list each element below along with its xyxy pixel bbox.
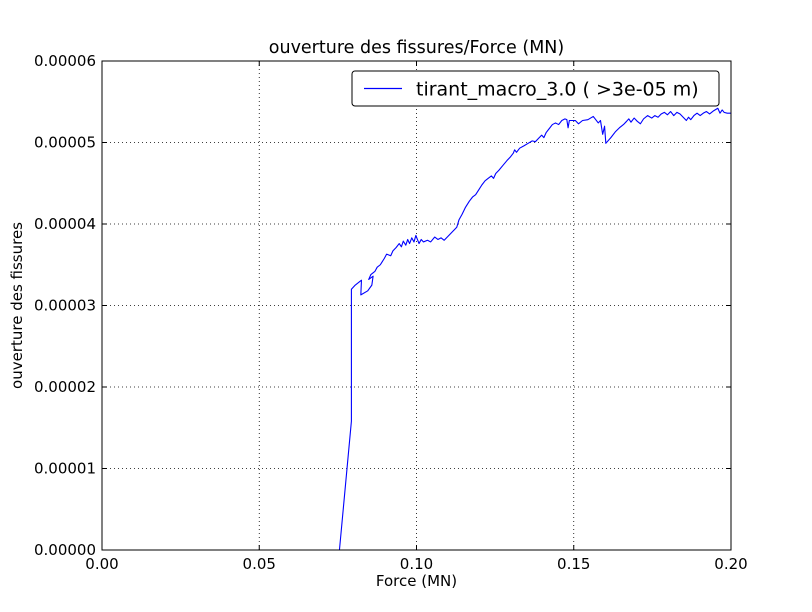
- series-line: [338, 107, 731, 551]
- y-tick-label: 0.00006: [34, 52, 96, 70]
- y-tick-label: 0.00001: [34, 460, 96, 478]
- axis-ticks: [101, 60, 732, 551]
- legend-box: [351, 70, 720, 107]
- y-tick-label: 0.00005: [34, 134, 96, 152]
- x-tick-label: 0.20: [714, 555, 747, 573]
- y-tick-label: 0.00003: [34, 297, 96, 315]
- y-tick-label: 0.00000: [34, 541, 96, 559]
- series-layer: [338, 107, 731, 551]
- y-tick-labels: 0.00000 0.00001 0.00002 0.00003 0.00004 0.000…: [34, 52, 96, 559]
- chart-title: ouverture des fissures/Force (MN): [269, 38, 564, 58]
- y-tick-label: 0.00004: [34, 215, 96, 233]
- x-tick-label: 0.05: [243, 555, 276, 573]
- x-tick-label: 0.00: [85, 555, 118, 573]
- x-tick-label: 0.15: [557, 555, 590, 573]
- x-axis-label: Force (MN): [376, 572, 457, 590]
- legend-entry-label: tirant_macro_3.0 ( >3e-05 m): [416, 79, 699, 101]
- y-tick-label: 0.00002: [34, 378, 96, 396]
- x-tick-label: 0.10: [400, 555, 433, 573]
- y-axis-label: ouverture des fissures: [8, 222, 26, 389]
- x-tick-labels: 0.00 0.05 0.10 0.15 0.20: [85, 555, 747, 573]
- grid: [102, 61, 731, 550]
- legend: tirant_macro_3.0 ( >3e-05 m): [351, 70, 720, 107]
